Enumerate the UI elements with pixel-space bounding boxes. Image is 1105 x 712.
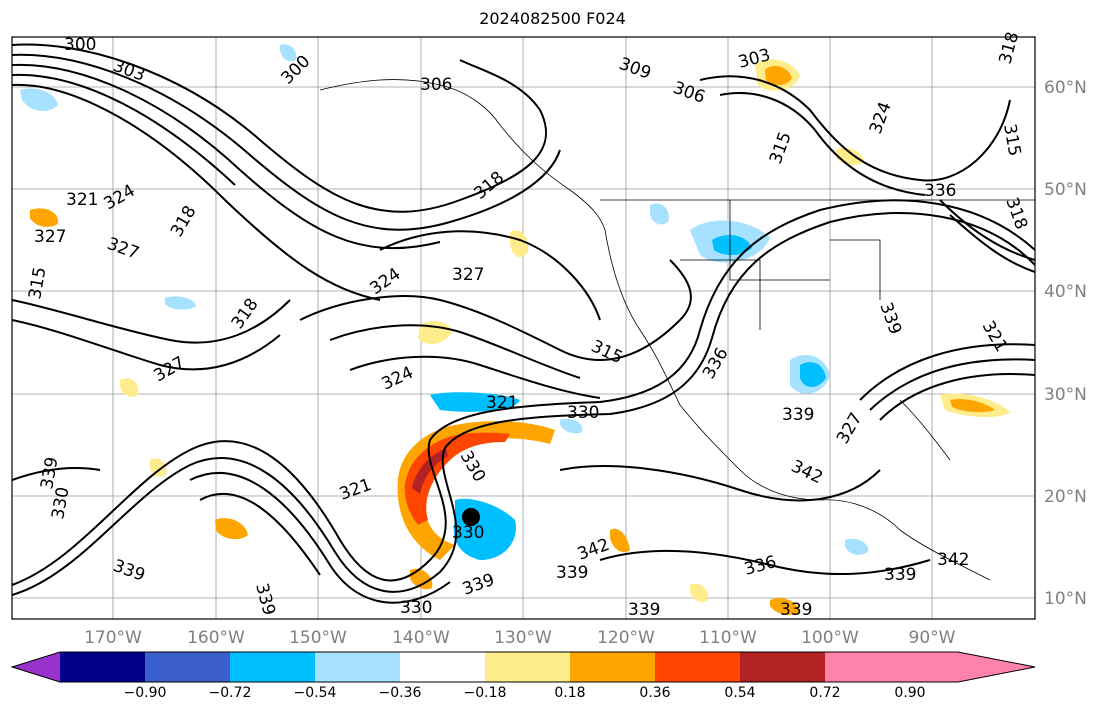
shading-negative (800, 362, 826, 387)
colorbar-extend-high (910, 652, 1035, 682)
colorbar-tick: 0.18 (554, 685, 585, 701)
lat-label: 30°N (1044, 385, 1087, 405)
shading-extreme-positive (412, 448, 448, 494)
colorbar-tick: 0.54 (724, 685, 755, 701)
shading-positive (150, 458, 167, 477)
colorbar-bin (60, 652, 145, 682)
colorbar-tick: 0.72 (809, 685, 840, 701)
colorbar-bin (145, 652, 230, 682)
contour-label: 339 (884, 565, 916, 585)
shading-positive (410, 568, 433, 590)
contour-label: 342 (937, 550, 969, 570)
shading-positive (215, 518, 248, 540)
colorbar-bin (315, 652, 400, 682)
contour-label: 339 (782, 405, 814, 425)
colorbar-bin (570, 652, 655, 682)
lon-label: 90°W (909, 628, 956, 648)
contour-label: 327 (34, 227, 66, 247)
shading-negative (165, 296, 196, 310)
colorbar-tick: −0.18 (464, 685, 507, 701)
colorbar-bin (485, 652, 570, 682)
contour-label: 321 (66, 190, 98, 210)
coastlines (319, 79, 1035, 581)
contour-label: 330 (567, 403, 599, 423)
contour-label: 327 (452, 265, 484, 285)
lon-label: 170°W (84, 628, 142, 648)
lat-label: 40°N (1044, 282, 1087, 302)
shading-positive (510, 230, 529, 258)
shading-negative (20, 88, 58, 112)
shading-strong-positive (404, 432, 510, 525)
shading-negative (560, 418, 583, 434)
shading-positive (120, 378, 139, 397)
shading-positive (30, 208, 59, 227)
shading-positive (950, 399, 995, 413)
colorbar-bin (230, 652, 315, 682)
contour-label: 330 (400, 598, 432, 618)
map-frame (11, 36, 1036, 620)
colorbar-outline (10, 651, 1036, 683)
lat-label: 60°N (1044, 78, 1087, 98)
shading-negative (845, 538, 869, 555)
colorbar-tick: 0.90 (894, 685, 925, 701)
map-panel (12, 37, 1035, 619)
lon-label: 110°W (699, 628, 757, 648)
shading-negative (280, 44, 297, 62)
colorbar-tick: −0.36 (379, 685, 422, 701)
lon-label: 100°W (801, 628, 859, 648)
storm-center-marker (462, 508, 480, 526)
contour-label: 339 (628, 600, 660, 620)
lat-label: 20°N (1044, 487, 1087, 507)
lon-label: 130°W (494, 628, 552, 648)
shading-negative (650, 203, 669, 225)
shading-positive (610, 528, 630, 553)
colorbar-extend-low (12, 652, 60, 682)
colorbar-bin (655, 652, 740, 682)
contour-label: 330 (452, 523, 484, 543)
colorbar-bin (400, 652, 485, 682)
lon-label: 150°W (289, 628, 347, 648)
lat-label: 10°N (1044, 589, 1087, 609)
contour-label: 339 (556, 563, 588, 583)
shading-positive (690, 583, 709, 603)
colorbar-bin (740, 652, 825, 682)
longitude-labels: 170°W 160°W 150°W 140°W 130°W 120°W 110°… (84, 628, 956, 648)
colorbar: −0.90 −0.72 −0.54 −0.36 −0.18 0.18 0.36 … (10, 651, 1036, 701)
colorbar-tick: −0.72 (209, 685, 252, 701)
map-title: 2024082500 F024 (479, 9, 626, 28)
contour-label: 306 (420, 75, 452, 95)
contour-label: 336 (924, 181, 956, 201)
shading-negative (430, 392, 520, 412)
contour-label: 321 (486, 393, 518, 413)
contour-label: 300 (64, 35, 96, 55)
contour-label: 339 (780, 600, 812, 620)
colorbar-bin (825, 652, 910, 682)
colorbar-tick: 0.36 (639, 685, 670, 701)
lat-label: 50°N (1044, 180, 1087, 200)
shading-negative (712, 234, 752, 255)
shading-positive (765, 65, 792, 85)
lon-label: 160°W (187, 628, 245, 648)
lon-label: 120°W (597, 628, 655, 648)
shading-positive (770, 598, 800, 615)
contour-lines (12, 43, 1035, 604)
lon-label: 140°W (392, 628, 450, 648)
colorbar-tick: −0.54 (294, 685, 337, 701)
colorbar-tick: −0.90 (124, 685, 167, 701)
latitude-labels: 60°N 50°N 40°N 30°N 20°N 10°N (1044, 78, 1087, 609)
